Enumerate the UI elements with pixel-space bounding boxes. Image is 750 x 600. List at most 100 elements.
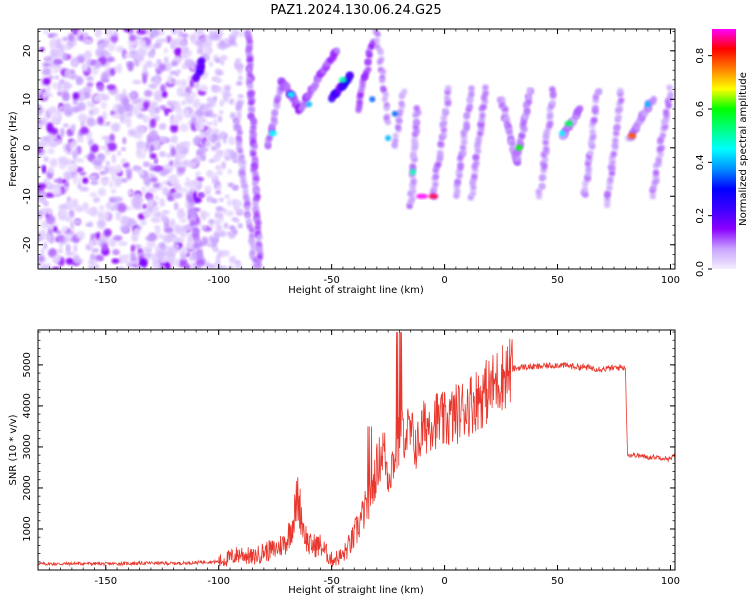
heatmap-cell [549,86,556,93]
heatmap-cell [43,30,50,35]
heatmap-cell [195,135,200,146]
heatmap-cell [141,186,147,195]
colorbar-tick-label: 0.4 [695,154,706,170]
heatmap-cell [236,63,244,69]
heatmap-cell [193,156,201,165]
heatmap-cell [172,242,181,253]
heatmap-cell [160,84,166,93]
heatmap-cell [62,52,68,61]
heatmap-cell [206,169,214,178]
heatmap-cell [184,58,194,68]
heatmap-cell [236,110,242,119]
heatmap-cell [156,38,163,44]
heatmap-cell [65,171,71,182]
heatmap-cell [173,47,183,56]
heatmap-cell [135,124,145,135]
heatmap-cell [159,136,168,143]
heatmap-cell [200,210,208,221]
heatmap-cell [127,61,134,72]
heatmap-cell [379,77,386,84]
heatmap-cell [88,265,93,269]
heatmap-cell [112,249,120,256]
heatmap-cell [163,226,174,234]
heatmap-cell [212,246,218,252]
y-tick-label: -20 [22,237,33,253]
heatmap-cell [107,165,118,175]
heatmap-cell [547,111,554,119]
heatmap-cell [514,155,522,162]
heatmap-cell [440,132,447,139]
heatmap-cell [249,227,255,234]
heatmap-cell [143,100,150,111]
heatmap-cell [115,211,122,220]
heatmap-cell [98,43,105,48]
heatmap-cell [104,29,115,38]
heatmap-cell [101,176,110,182]
heatmap-cell [60,127,65,138]
heatmap-cell [442,108,449,115]
heatmap-cell [658,144,665,152]
heatmap-cell [211,137,216,144]
heatmap-cell [161,210,170,215]
heatmap-cell [221,90,229,96]
heatmap-cell [250,150,257,158]
x-tick-label: 50 [551,576,564,587]
heatmap-cell [96,219,106,229]
heatmap-cell [87,116,95,127]
x-tick-label: 0 [441,275,447,286]
y-tick-label: 2000 [22,475,33,500]
heatmap-cell [154,225,161,230]
heatmap-cell [523,107,531,114]
heatmap-cell [613,130,620,137]
heatmap-cell [40,265,48,269]
heatmap-cell [76,56,85,63]
heatmap-cell [479,112,486,119]
heatmap-cell [87,138,94,147]
heatmap-cell [617,87,624,95]
heatmap-cell [145,60,153,68]
heatmap-cell [42,90,47,100]
heatmap-cell [132,166,142,171]
heatmap-cell [46,233,51,242]
heatmap-cell [223,43,231,48]
heatmap-cell [232,158,239,164]
heatmap-cell [43,56,52,63]
heatmap-cell [95,231,101,240]
heatmap-cell [250,242,256,249]
heatmap-cell [237,223,243,229]
heatmap-cell [90,179,99,186]
heatmap-cell [54,75,60,80]
heatmap-cell [237,94,244,99]
heatmap-cell [171,78,176,83]
heatmap-cell [114,164,122,175]
heatmap-cell [50,37,57,48]
heatmap-cell [222,208,228,215]
heatmap-cell [38,105,44,115]
heatmap-cell [193,242,201,249]
heatmap-cell [120,215,129,226]
heatmap-cell [147,198,154,206]
heatmap-cell [230,151,237,160]
heatmap-cell [83,37,89,45]
heatmap-cell [223,149,229,158]
colorbar-tick-label: 0.0 [695,261,706,277]
heatmap-cell [251,143,258,150]
heatmap-cell [471,173,478,180]
heatmap-cell [38,190,46,198]
heatmap-cell [170,38,177,49]
heatmap-cell [83,32,89,38]
heatmap-cell [123,29,132,33]
heatmap-cell [102,110,108,121]
heatmap-cell [271,109,279,116]
heatmap-cell [181,46,189,54]
heatmap-cell [109,197,117,203]
spectrogram-x-ticks: -150 -100 -50 0 50 100 [48,29,680,286]
heatmap-cell [198,192,206,198]
heatmap-cell [196,47,204,55]
heatmap-cell [155,250,165,258]
heatmap-cell [163,47,169,54]
heatmap-cell [284,83,291,91]
heatmap-cell [39,229,47,240]
heatmap-cell [190,91,197,99]
heatmap-cell [180,92,190,98]
